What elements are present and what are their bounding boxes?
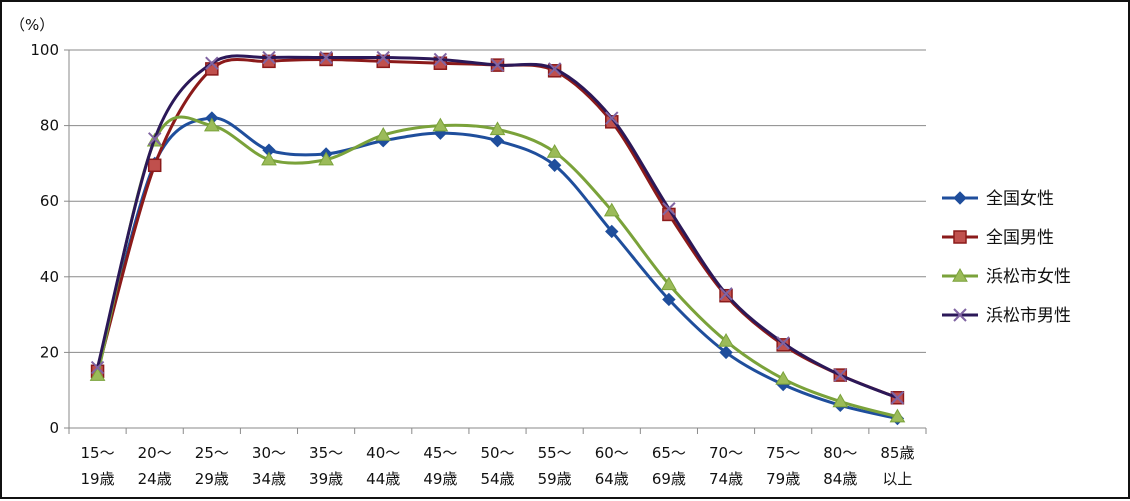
x-tick-label-line2: 79歳 <box>766 470 800 488</box>
legend-entry: 全国男性 <box>942 228 1054 248</box>
x-tick-label-line2: 74歳 <box>709 470 743 488</box>
x-tick-label-line1: 55〜 <box>538 444 572 462</box>
x-tick-label-line2: 84歳 <box>823 470 857 488</box>
data-point <box>662 292 676 307</box>
y-tick-label: 80 <box>40 117 59 135</box>
legend-label: 浜松市男性 <box>986 306 1071 326</box>
legend-marker <box>953 191 967 205</box>
x-tick-label-line2: 29歳 <box>195 470 229 488</box>
data-point <box>832 393 849 408</box>
data-point <box>890 391 905 405</box>
y-tick-label: 60 <box>40 192 59 210</box>
axes <box>68 50 926 429</box>
legend-entry: 浜松市女性 <box>942 267 1071 287</box>
y-tick-label: 40 <box>40 268 59 286</box>
x-tick-label-line2: 34歳 <box>252 470 286 488</box>
y-tick-label: 100 <box>30 41 59 59</box>
x-tick-label-line1: 40〜 <box>366 444 400 462</box>
series-lines <box>89 50 906 426</box>
x-tick-label-line2: 19歳 <box>81 470 115 488</box>
x-tick-label-line2: 64歳 <box>595 470 629 488</box>
series-2 <box>90 52 905 405</box>
data-point <box>90 360 105 375</box>
x-tick-label-line1: 45〜 <box>423 444 457 462</box>
data-point <box>147 158 162 173</box>
x-tick-label-line1: 65〜 <box>652 444 686 462</box>
legend-entry: 全国女性 <box>942 189 1054 209</box>
x-tick-label-line1: 70〜 <box>709 444 743 462</box>
data-point <box>547 62 562 76</box>
data-point <box>661 276 677 291</box>
x-tick-label-line1: 75〜 <box>766 444 800 462</box>
y-axis-unit-label: （%） <box>10 16 54 34</box>
data-point <box>603 202 620 217</box>
x-tick-label-line2: 39歳 <box>309 470 343 488</box>
y-tick-label: 20 <box>40 343 59 361</box>
legend-entry: 浜松市男性 <box>942 306 1071 326</box>
y-tick-label: 0 <box>49 419 59 437</box>
x-tick-label-line1: 85歳 <box>880 444 914 462</box>
data-point <box>261 151 277 166</box>
x-tick-label-line2: 59歳 <box>538 470 572 488</box>
x-tick-label-line1: 20〜 <box>138 444 172 462</box>
data-point <box>719 345 733 360</box>
legend-marker <box>953 230 967 244</box>
data-point <box>889 408 906 423</box>
data-point <box>205 56 219 70</box>
data-point <box>490 58 505 72</box>
x-tick-label-line2: 54歳 <box>480 470 514 488</box>
data-point <box>490 134 505 148</box>
data-point <box>547 158 562 172</box>
data-point <box>319 52 333 67</box>
series-line <box>96 116 898 421</box>
gridlines <box>69 49 926 353</box>
data-point <box>318 151 334 166</box>
x-tick-label-line2: 49歳 <box>423 470 457 488</box>
x-tick-label-line1: 35〜 <box>309 444 343 462</box>
data-point <box>147 132 162 146</box>
legend-label: 浜松市女性 <box>986 267 1071 287</box>
x-tick-label-line1: 25〜 <box>195 444 229 462</box>
data-point <box>375 127 392 141</box>
data-point <box>833 368 848 382</box>
series-4 <box>90 50 905 405</box>
x-tick-label-line2: 69歳 <box>652 470 686 488</box>
y-axis-ticks: 0 20 40 60 80 100 <box>30 41 69 437</box>
data-point <box>433 52 448 67</box>
legend-marker <box>953 308 967 322</box>
data-point <box>718 333 734 347</box>
data-point <box>605 224 619 239</box>
data-point <box>319 50 333 65</box>
x-tick-label-line1: 60〜 <box>595 444 629 462</box>
data-point <box>262 50 276 65</box>
data-point <box>203 117 220 132</box>
x-tick-label-line1: 30〜 <box>252 444 286 462</box>
data-point <box>775 370 792 385</box>
x-tick-label-line1: 50〜 <box>480 444 514 462</box>
x-tick-label-line2: 以上 <box>882 470 912 488</box>
x-axis-ticks: 15〜 19歳 20〜 24歳 25〜 29歳 30〜 34歳 35〜 39歳 40〜 44歳 45〜 4… <box>68 428 927 488</box>
data-point <box>546 144 563 158</box>
x-tick-label-line1: 80〜 <box>823 444 857 462</box>
data-point <box>662 202 676 216</box>
legend-marker <box>952 267 968 282</box>
legend-label: 全国女性 <box>986 189 1054 209</box>
x-tick-label-line1: 15〜 <box>81 444 115 462</box>
data-point <box>605 111 619 125</box>
data-point <box>376 50 390 65</box>
data-point <box>719 287 733 301</box>
data-point <box>489 121 506 136</box>
x-tick-label-line2: 24歳 <box>138 470 172 488</box>
data-point <box>89 367 106 381</box>
data-point <box>776 336 790 350</box>
data-point <box>432 117 449 132</box>
series-line <box>96 115 898 419</box>
x-tick-label-line2: 44歳 <box>366 470 400 488</box>
series-3 <box>89 115 906 423</box>
legend-label: 全国男性 <box>986 228 1054 248</box>
